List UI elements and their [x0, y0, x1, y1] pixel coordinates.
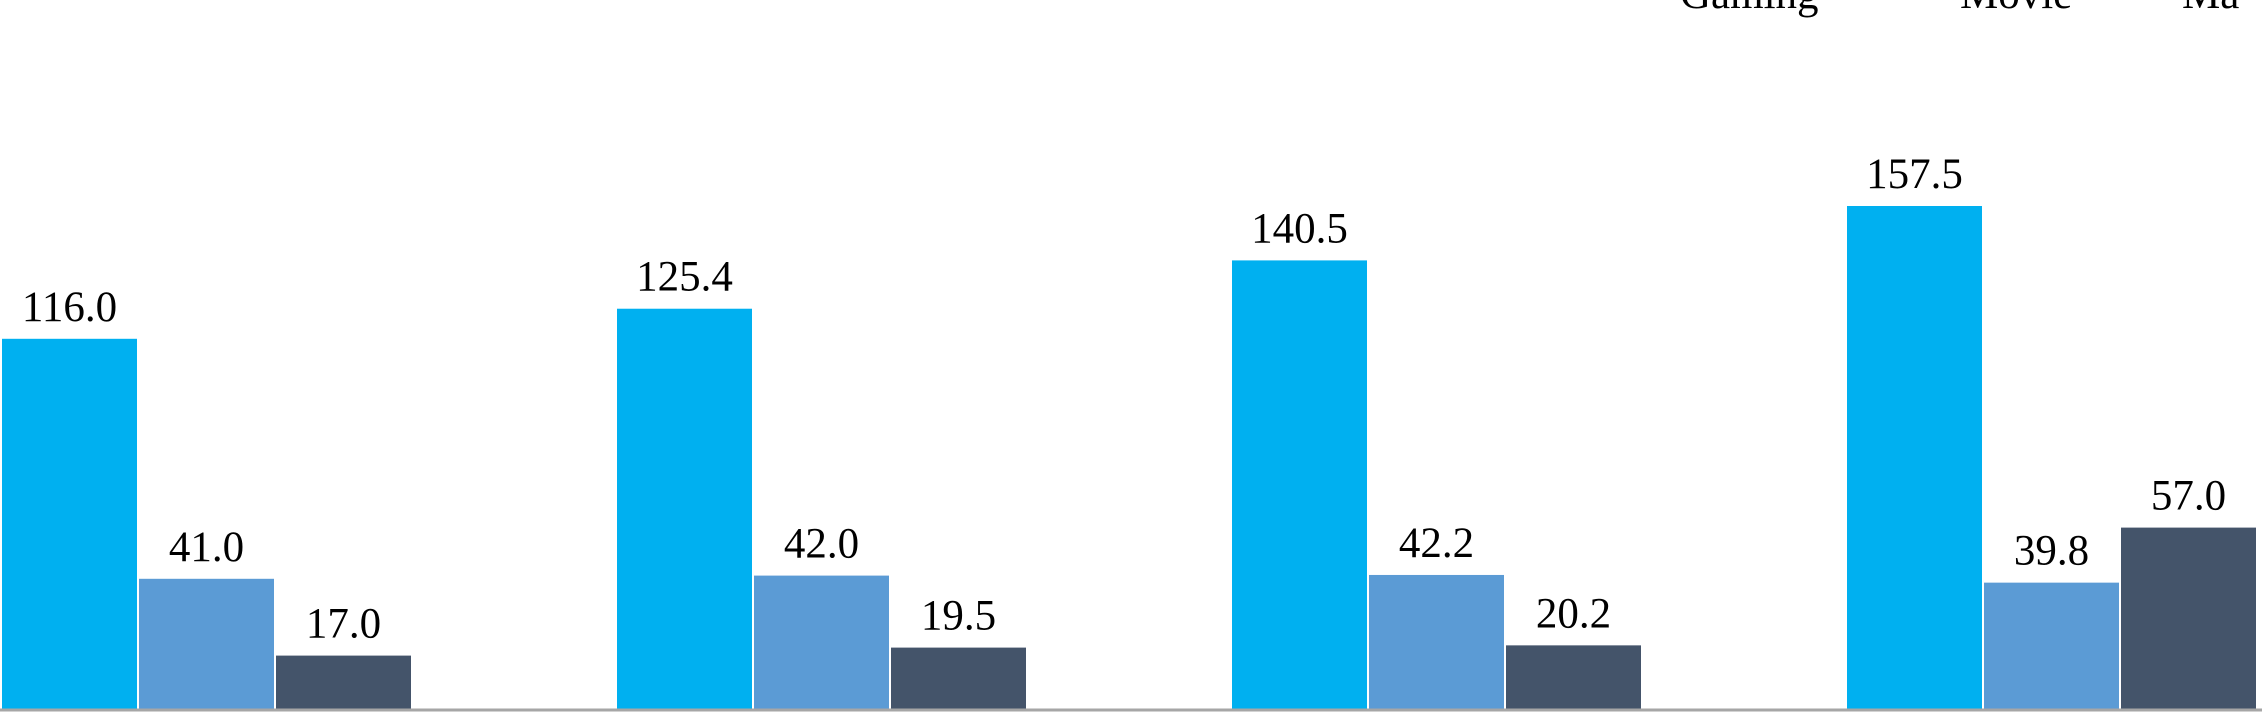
- data-label-movie-4: 39.8: [2014, 528, 2089, 575]
- bar-ma-1: [276, 655, 411, 710]
- data-label-gaming-4: 157.5: [1866, 151, 1963, 198]
- data-label-ma-2: 19.5: [921, 593, 996, 640]
- bar-ma-4: [2121, 527, 2256, 710]
- bar-movie-3: [1369, 574, 1504, 710]
- data-label-ma-4: 57.0: [2151, 473, 2226, 520]
- data-label-movie-1: 41.0: [169, 524, 244, 571]
- bar-movie-2: [754, 575, 889, 710]
- data-label-gaming-3: 140.5: [1251, 205, 1348, 252]
- bar-gaming-2: [617, 308, 752, 710]
- data-label-gaming-1: 116.0: [22, 284, 117, 331]
- data-labels-group: 116.0 41.0 17.0 125.4 42.0 19.5 140.5 42.2 20.2 1…: [22, 151, 2226, 648]
- legend: Gaming Movie Ma: [1680, 0, 2239, 18]
- data-label-movie-3: 42.2: [1399, 520, 1474, 567]
- bar-gaming-3: [1232, 260, 1367, 710]
- data-label-ma-1: 17.0: [306, 601, 381, 648]
- bar-gaming-4: [1847, 206, 1982, 710]
- bar-movie-4: [1984, 582, 2119, 710]
- legend-entry-ma: Ma: [2182, 0, 2239, 18]
- bars-group: [2, 206, 2256, 710]
- legend-entry-movie: Movie: [1960, 0, 2072, 18]
- bar-movie-1: [139, 578, 274, 710]
- data-label-gaming-2: 125.4: [636, 254, 733, 301]
- legend-entry-gaming: Gaming: [1680, 0, 1819, 18]
- bar-ma-3: [1506, 645, 1641, 710]
- data-label-movie-2: 42.0: [784, 521, 859, 568]
- bar-gaming-1: [2, 338, 137, 710]
- bar-ma-2: [891, 647, 1026, 710]
- data-label-ma-3: 20.2: [1536, 590, 1611, 637]
